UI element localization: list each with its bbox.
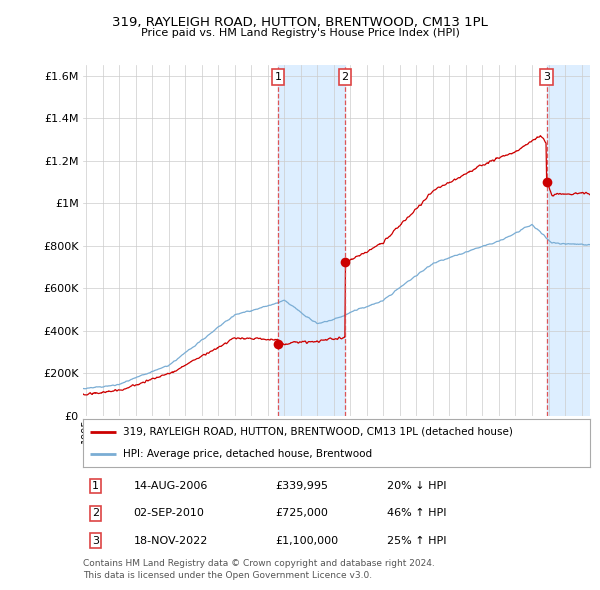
Text: 18-NOV-2022: 18-NOV-2022 <box>133 536 208 546</box>
Text: 3: 3 <box>92 536 99 546</box>
Text: 319, RAYLEIGH ROAD, HUTTON, BRENTWOOD, CM13 1PL: 319, RAYLEIGH ROAD, HUTTON, BRENTWOOD, C… <box>112 16 488 29</box>
Text: 02-SEP-2010: 02-SEP-2010 <box>133 509 205 518</box>
Bar <box>547 65 590 416</box>
Text: 1: 1 <box>92 481 99 491</box>
Text: 1: 1 <box>275 72 281 82</box>
Text: £1,100,000: £1,100,000 <box>275 536 338 546</box>
Text: £339,995: £339,995 <box>275 481 328 491</box>
Text: 20% ↓ HPI: 20% ↓ HPI <box>387 481 446 491</box>
Text: Contains HM Land Registry data © Crown copyright and database right 2024.: Contains HM Land Registry data © Crown c… <box>83 559 434 568</box>
Bar <box>278 65 345 416</box>
Text: 2: 2 <box>92 509 99 518</box>
Text: £725,000: £725,000 <box>275 509 328 518</box>
Text: HPI: Average price, detached house, Brentwood: HPI: Average price, detached house, Bren… <box>124 449 373 459</box>
Text: 25% ↑ HPI: 25% ↑ HPI <box>387 536 446 546</box>
Text: This data is licensed under the Open Government Licence v3.0.: This data is licensed under the Open Gov… <box>83 571 372 580</box>
Text: 14-AUG-2006: 14-AUG-2006 <box>133 481 208 491</box>
Text: Price paid vs. HM Land Registry's House Price Index (HPI): Price paid vs. HM Land Registry's House … <box>140 28 460 38</box>
Text: 2: 2 <box>341 72 349 82</box>
Text: 319, RAYLEIGH ROAD, HUTTON, BRENTWOOD, CM13 1PL (detached house): 319, RAYLEIGH ROAD, HUTTON, BRENTWOOD, C… <box>124 427 513 437</box>
Text: 46% ↑ HPI: 46% ↑ HPI <box>387 509 446 518</box>
Text: 3: 3 <box>543 72 550 82</box>
